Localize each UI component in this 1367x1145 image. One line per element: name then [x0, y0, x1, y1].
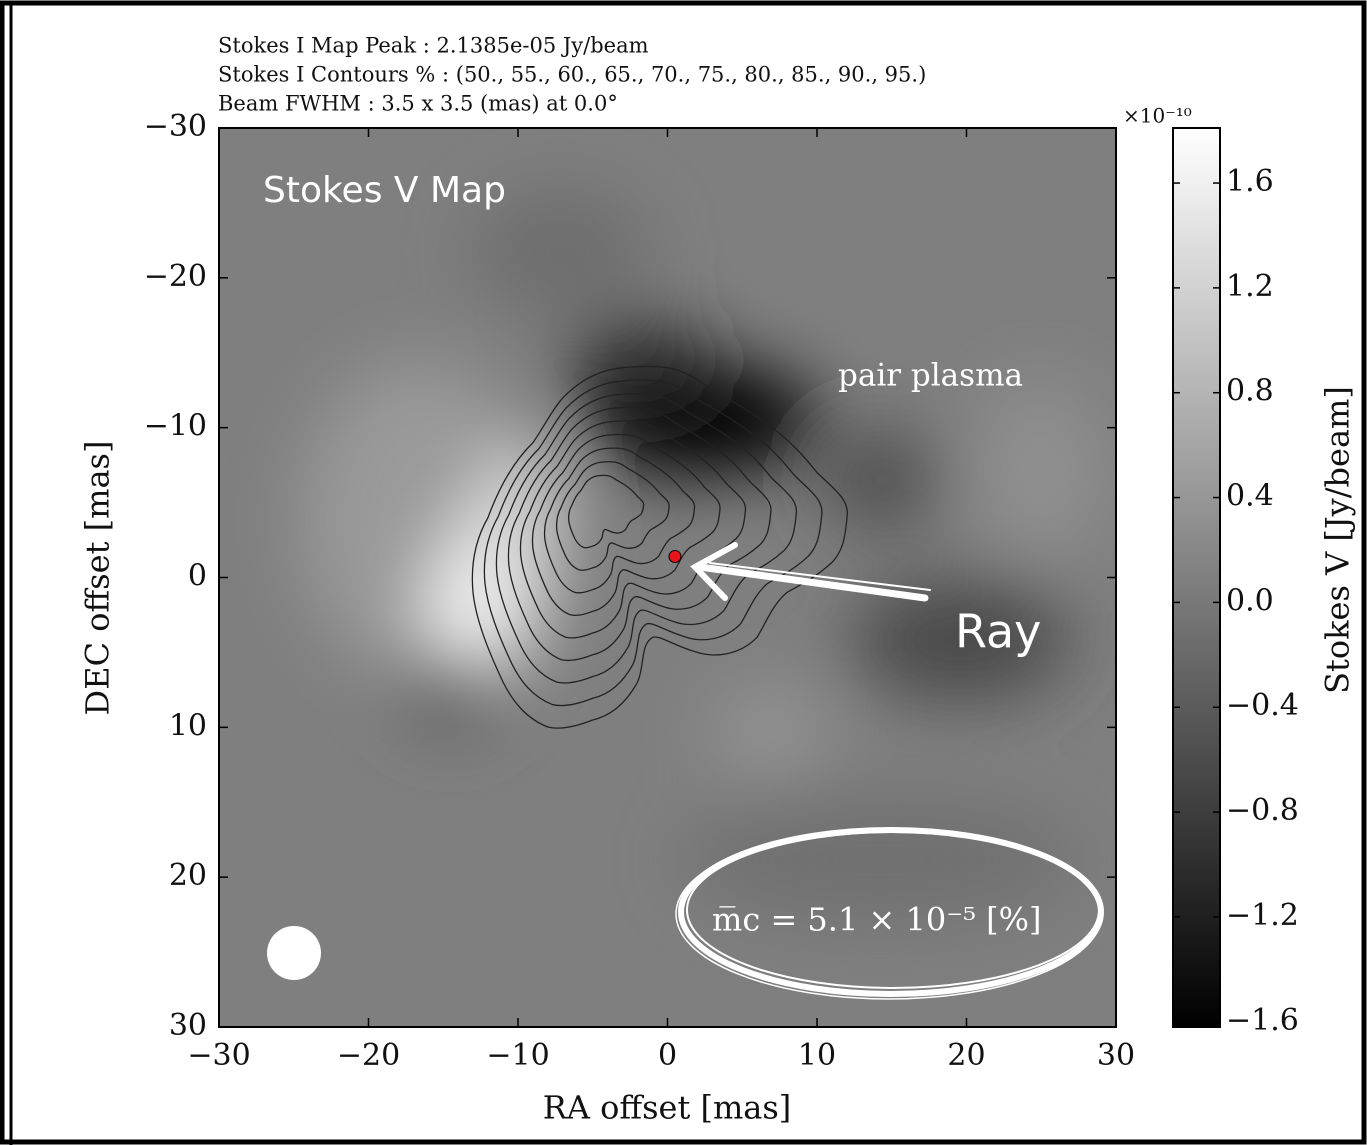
x-tick-label: −30 [187, 1038, 250, 1073]
header-line: Beam FWHM : 3.5 x 3.5 (mas) at 0.0° [218, 92, 618, 116]
colorbar-tick-label: 0.8 [1226, 374, 1274, 409]
colorbar [1172, 127, 1221, 1028]
y-tick-label: 30 [169, 1008, 207, 1043]
colorbar-tick-label: 1.6 [1226, 164, 1274, 199]
header-line: Stokes I Contours % : (50., 55., 60., 65… [218, 63, 926, 87]
y-tick-label: 20 [169, 858, 207, 893]
colorbar-tick-label: −0.8 [1226, 793, 1299, 828]
colorbar-tick-label: −1.6 [1226, 1003, 1299, 1038]
marker [668, 550, 682, 564]
x-tick-label: 30 [1097, 1038, 1135, 1073]
beam [267, 926, 321, 980]
colorbar-tick-label: 1.2 [1226, 269, 1274, 304]
mean-fraction: m̅c = 5.1 × 10⁻⁵ [%] [712, 901, 1041, 939]
x-axis-label: RA offset [mas] [543, 1089, 792, 1127]
colorbar-tick-label: 0.0 [1226, 583, 1274, 618]
colorbar-multiplier: ×10⁻¹⁰ [1123, 104, 1192, 128]
x-tick-label: −10 [486, 1038, 549, 1073]
y-tick-label: 10 [169, 708, 207, 743]
colorbar-tick-label: 0.4 [1226, 479, 1274, 514]
colorbar-tick-label: −0.4 [1226, 688, 1299, 723]
x-tick-label: 0 [658, 1038, 677, 1073]
y-tick-label: −30 [144, 109, 207, 144]
x-tick-label: −20 [337, 1038, 400, 1073]
x-tick-label: 10 [798, 1038, 836, 1073]
y-tick-label: 0 [188, 559, 207, 594]
header-line: Stokes I Map Peak : 2.1385e-05 Jy/beam [218, 34, 649, 58]
y-tick-label: −10 [144, 409, 207, 444]
arrow [690, 542, 931, 602]
arrow-label: Ray [955, 605, 1041, 659]
colorbar-tick-label: −1.2 [1226, 898, 1299, 933]
region-label: pair plasma [838, 358, 1023, 394]
stokes-v-image [219, 128, 1116, 1027]
x-tick-label: 20 [947, 1038, 985, 1073]
map-title: Stokes V Map [263, 170, 506, 211]
annotation-ellipse [675, 827, 1104, 1000]
colorbar-label: Stokes V [Jy/beam] [1319, 386, 1357, 694]
contours [472, 366, 847, 728]
y-axis-label: DEC offset [mas] [79, 441, 117, 716]
y-tick-label: −20 [144, 259, 207, 294]
